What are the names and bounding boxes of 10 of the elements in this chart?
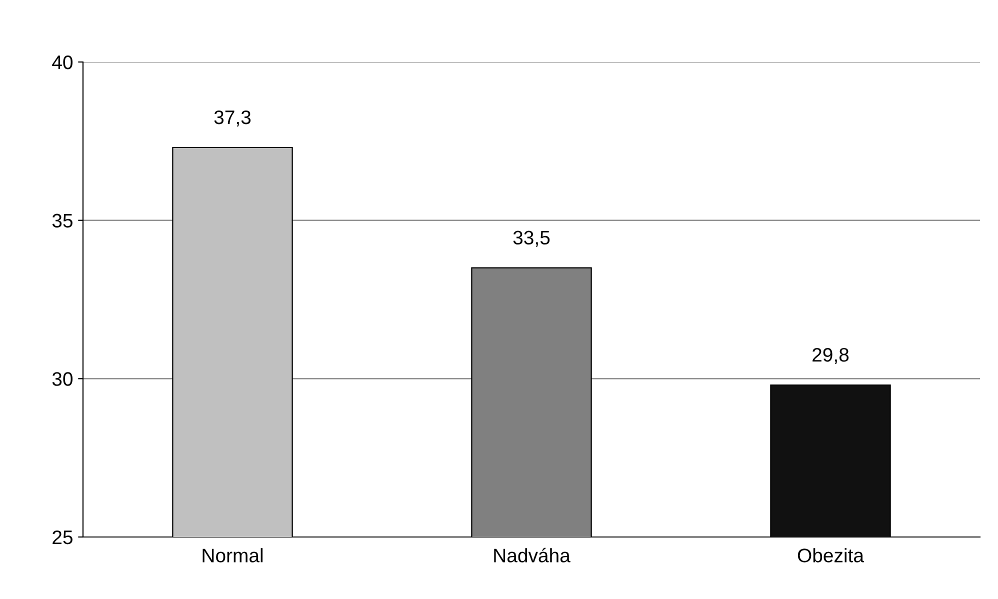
y-tick-label: 30: [52, 372, 73, 386]
x-tick-label: Nadváha: [494, 548, 570, 562]
y-tick-label: 35: [52, 214, 72, 228]
y-tick-label: 40: [52, 55, 73, 70]
x-tick-label: Normal: [202, 548, 263, 562]
data-label: 33,5: [513, 230, 550, 247]
x-tick-label: Obezita: [798, 548, 864, 562]
data-label: 37,3: [214, 110, 251, 127]
y-tick-label: 25: [52, 530, 72, 544]
data-label: 29,8: [812, 348, 849, 364]
